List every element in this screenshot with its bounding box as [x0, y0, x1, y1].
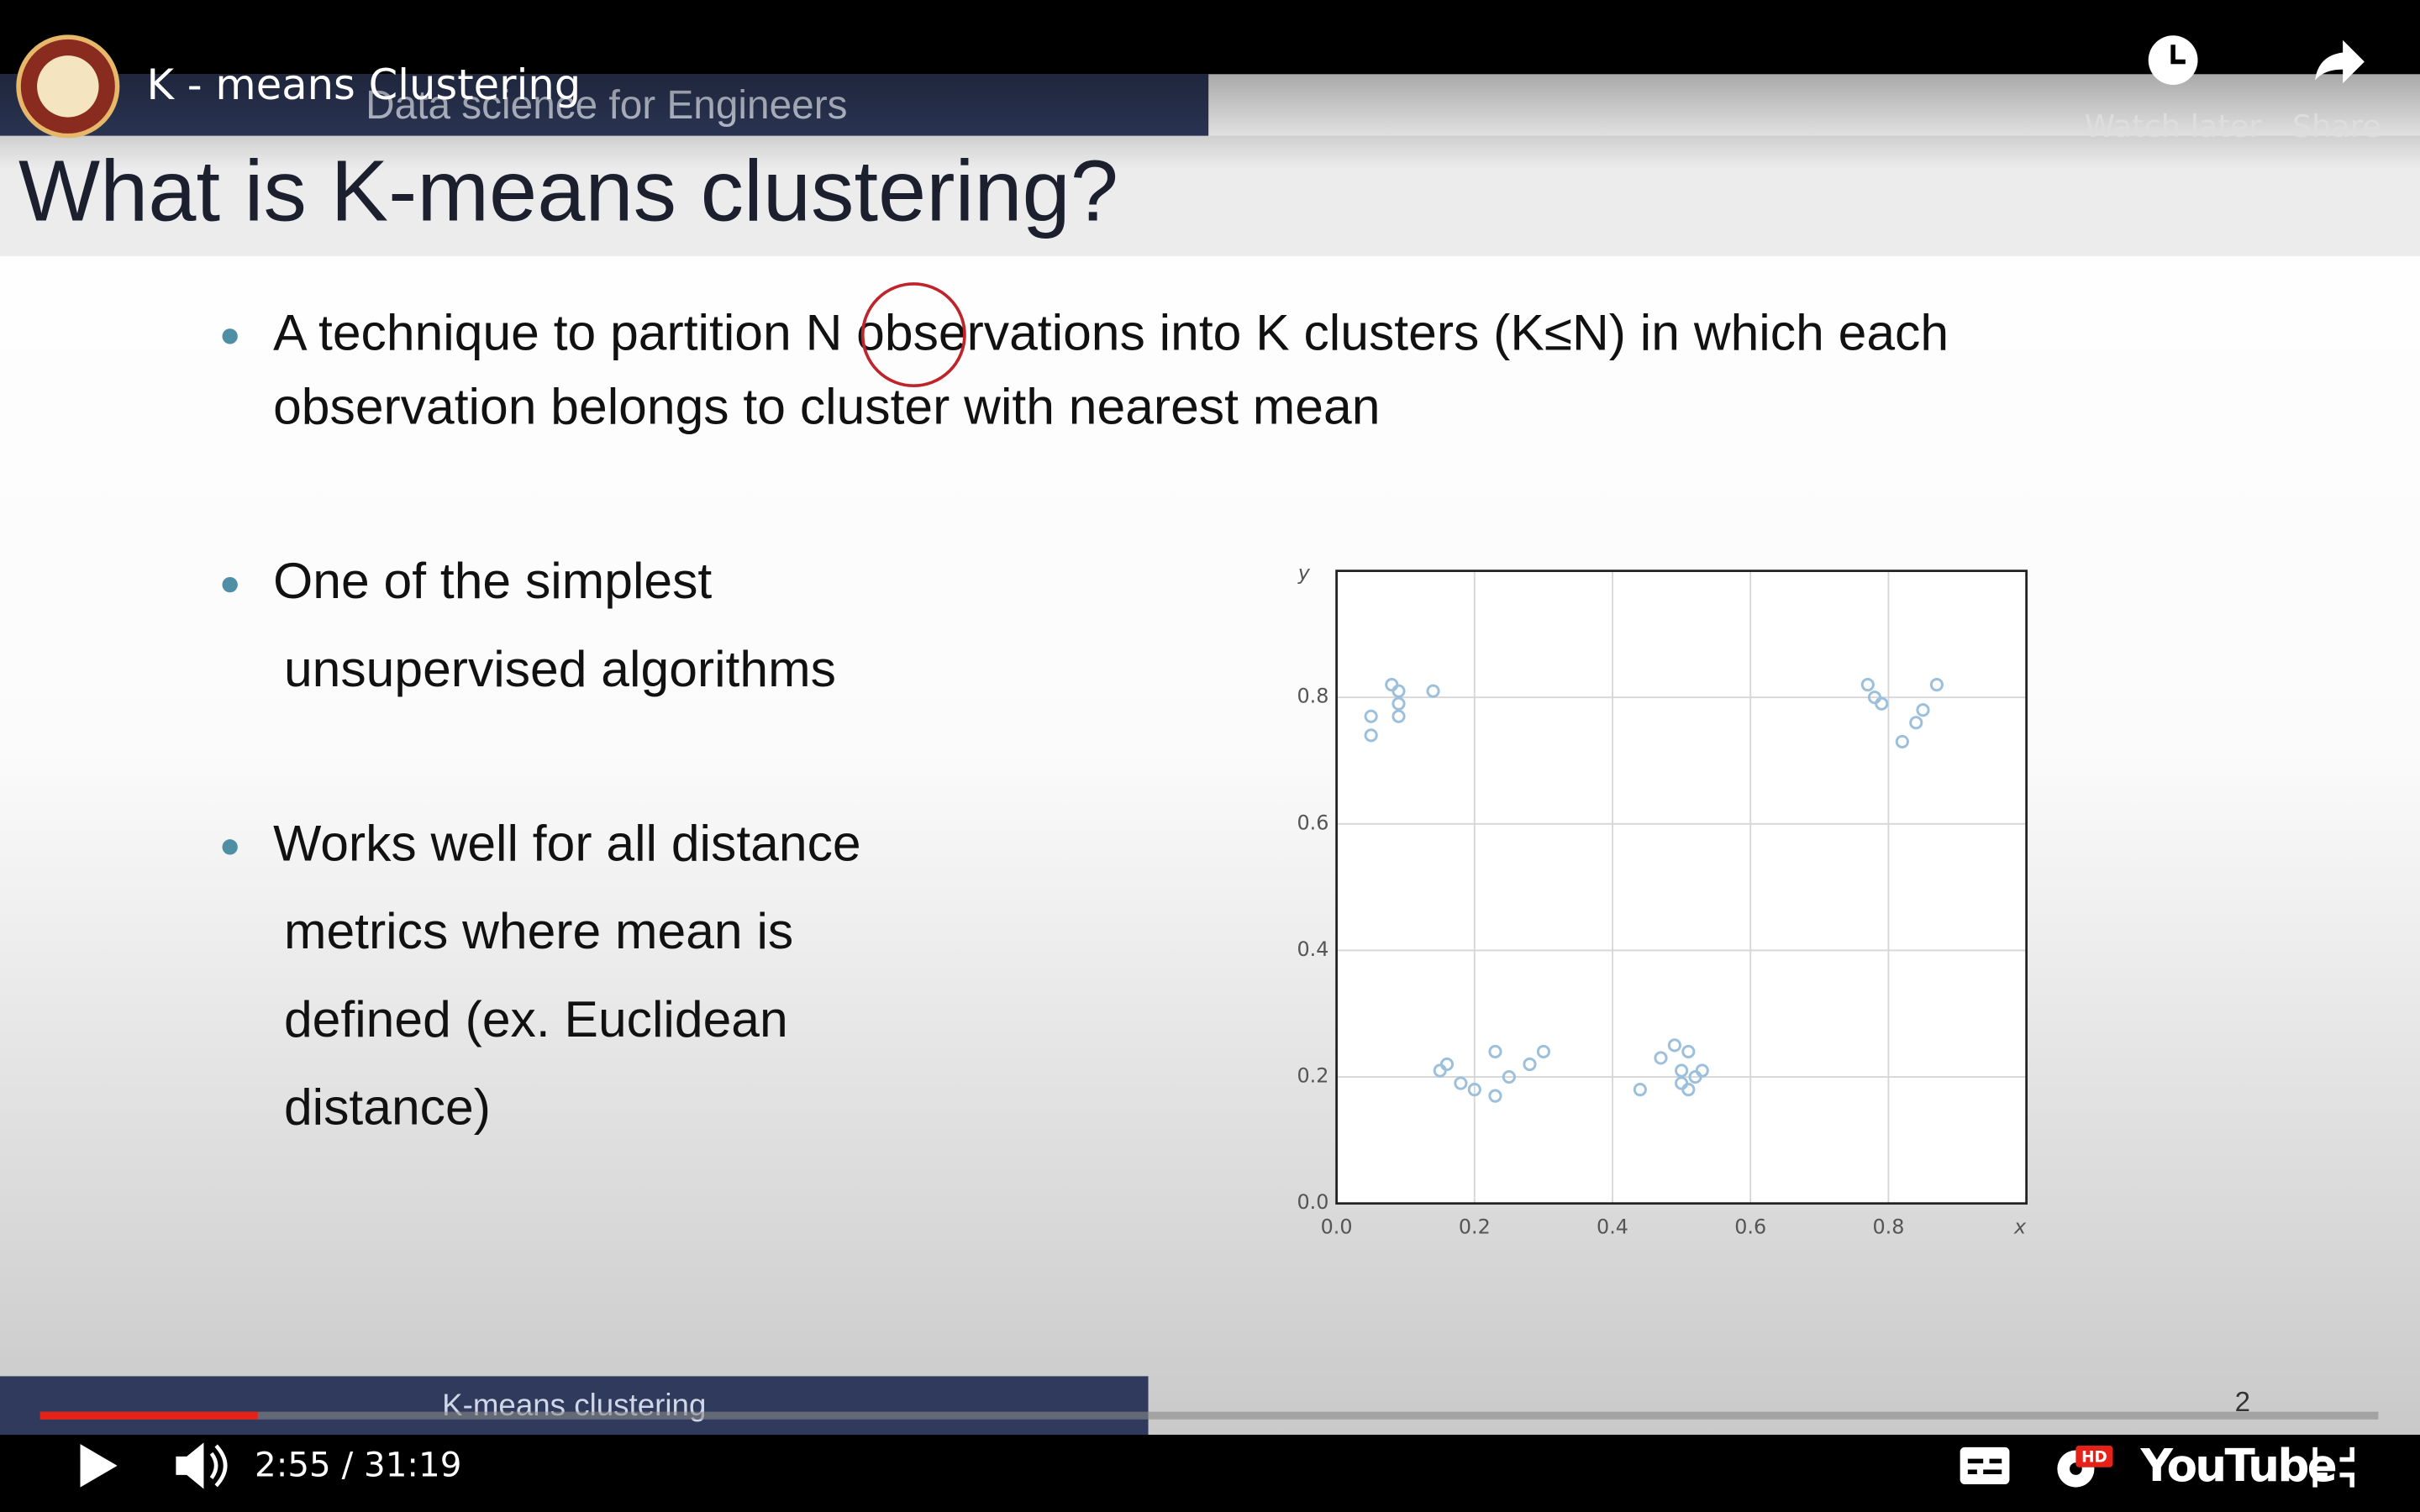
- point: [1488, 1044, 1502, 1058]
- point: [1502, 1069, 1516, 1084]
- point: [1488, 1089, 1502, 1103]
- point: [1364, 709, 1378, 723]
- point: [1860, 678, 1875, 692]
- point: [1392, 696, 1406, 711]
- point: [1654, 1051, 1668, 1065]
- hd-badge-text: HD: [2081, 1449, 2107, 1467]
- point: [1667, 1038, 1681, 1053]
- volume-waves: [209, 1444, 228, 1488]
- point: [1454, 1076, 1468, 1090]
- point: [1523, 1057, 1537, 1072]
- share-icon[interactable]: [2315, 39, 2365, 84]
- point: [1929, 678, 1944, 692]
- hd-badge: [2075, 1446, 2113, 1467]
- annotation-circle: [860, 282, 966, 388]
- bullet: [222, 328, 238, 344]
- x-axis-label: x: [2013, 1215, 2027, 1239]
- bullet-text: defined (ex. Euclidean: [284, 990, 788, 1047]
- point: [1467, 1083, 1481, 1097]
- slide-title: What is K-means clustering?: [18, 142, 1118, 239]
- page-number: 2: [2235, 1387, 2250, 1418]
- point: [1392, 684, 1406, 698]
- y-tick-label: 0.2: [1297, 1064, 1328, 1088]
- point: [1916, 703, 1930, 717]
- y-axis-label: y: [1297, 561, 1311, 585]
- scatter-chart: 0.0 0.2 0.4 0.6 0.8 0.0 0.2 0.4 0.6 0.8 x y: [1297, 561, 2028, 1239]
- point: [1392, 709, 1406, 723]
- slide-footer-bar: [0, 1376, 1149, 1436]
- point: [1675, 1076, 1689, 1090]
- y-tick-label: 0.4: [1297, 937, 1328, 961]
- x-tick-label: 0.4: [1597, 1215, 1628, 1239]
- youtube-logo[interactable]: YouTube: [2140, 1440, 2338, 1492]
- volume-button[interactable]: [176, 1442, 204, 1489]
- bullet-text: observation belongs to cluster with near…: [273, 378, 1380, 435]
- point: [1909, 716, 1923, 730]
- x-tick-label: 0.8: [1872, 1215, 1904, 1239]
- control-bar: [0, 1435, 2420, 1512]
- point: [1695, 1063, 1709, 1078]
- channel-logo-inner: [37, 55, 99, 118]
- slide-background: [0, 74, 2420, 1436]
- point: [1364, 728, 1378, 743]
- plot-area: [1336, 570, 2027, 1204]
- bullet-text: metrics where mean is: [284, 902, 793, 959]
- play-button[interactable]: [80, 1444, 118, 1488]
- point: [1675, 1063, 1689, 1078]
- bullet-text: Works well for all distance: [273, 814, 861, 871]
- progress-played[interactable]: [39, 1411, 258, 1420]
- point: [1426, 684, 1440, 698]
- y-tick-label: 0.0: [1297, 1190, 1328, 1214]
- point: [1439, 1057, 1455, 1072]
- bullet-text: distance): [284, 1078, 491, 1135]
- point: [1633, 1083, 1647, 1097]
- top-bar: [0, 0, 2420, 75]
- clock-hands: [2170, 45, 2186, 65]
- bullet: [222, 576, 238, 593]
- exit-fullscreen-button[interactable]: [2312, 1446, 2354, 1488]
- captions-lines: [1967, 1458, 2002, 1474]
- captions-button[interactable]: [1960, 1446, 2010, 1484]
- point: [1681, 1044, 1696, 1058]
- plot-frame: [1335, 570, 2028, 1205]
- point: [1536, 1044, 1550, 1058]
- time-display: 2:55 / 31:19: [255, 1445, 461, 1485]
- bullet-text: One of the simplest: [273, 552, 712, 609]
- share-label[interactable]: Share: [2292, 108, 2381, 144]
- point: [1895, 734, 1909, 749]
- y-tick-label: 0.6: [1297, 811, 1328, 834]
- watch-later-label[interactable]: Watch later: [2085, 108, 2263, 144]
- point: [1875, 696, 1889, 711]
- x-tick-label: 0.0: [1321, 1215, 1353, 1239]
- bullet: [222, 839, 238, 855]
- x-tick-label: 0.6: [1734, 1215, 1766, 1239]
- x-tick-label: 0.2: [1459, 1215, 1491, 1239]
- progress-track[interactable]: [39, 1411, 2379, 1420]
- y-tick-label: 0.8: [1297, 685, 1328, 708]
- bullet-text: A technique to partition N observations …: [273, 303, 1949, 360]
- video-title[interactable]: K - means Clustering: [146, 60, 581, 109]
- bullet-text: unsupervised algorithms: [284, 640, 836, 697]
